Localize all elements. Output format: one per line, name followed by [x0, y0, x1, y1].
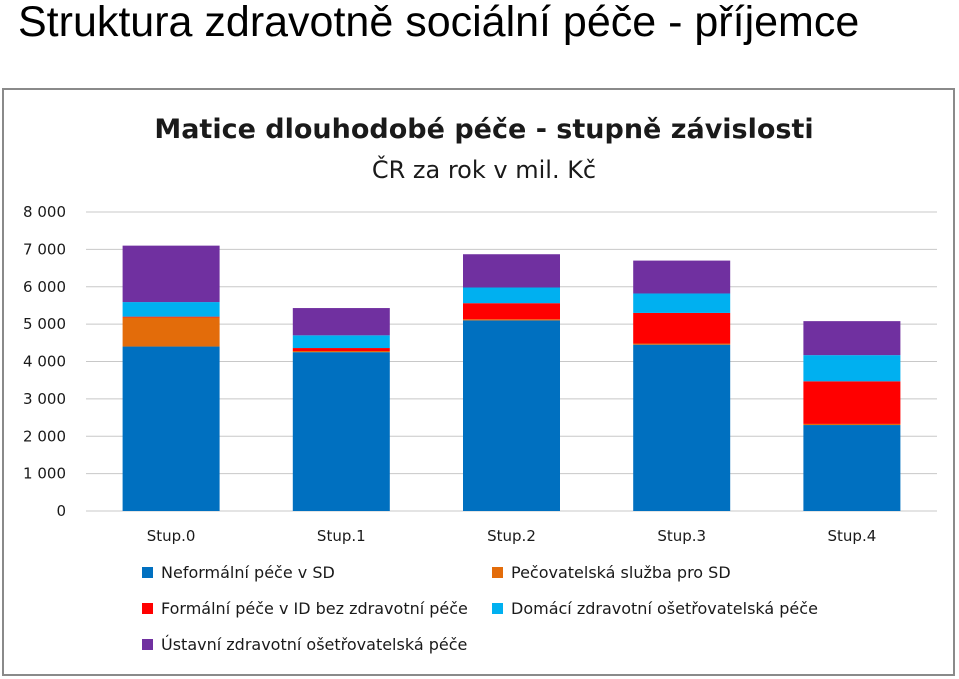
- legend-swatch: [492, 567, 503, 578]
- legend-label: Domácí zdravotní ošetřovatelská péče: [511, 599, 818, 618]
- bar-segment-stup3-series-3: [633, 312, 731, 344]
- legend-swatch: [492, 603, 503, 614]
- y-tick-label: 8 000: [23, 203, 66, 221]
- bar-segment-stup3-series-5: [633, 260, 731, 294]
- bar-segment-stup1-series-5: [292, 308, 390, 336]
- legend-label: Pečovatelská služba pro SD: [511, 563, 731, 582]
- bar-segment-stup0-series-5: [122, 245, 220, 303]
- bars: [122, 245, 901, 511]
- legend-swatch: [142, 603, 153, 614]
- bar-segment-stup0-series-3: [122, 316, 220, 318]
- bar-segment-stup3-series-2: [633, 343, 731, 345]
- legend-swatch: [142, 567, 153, 578]
- bar-segment-stup3-series-4: [633, 293, 731, 313]
- y-tick-label: 3 000: [23, 390, 66, 408]
- chart-subtitle: ČR za rok v mil. Kč: [372, 154, 596, 184]
- stacked-bar-chart: Matice dlouhodobé péče - stupně závislos…: [23, 114, 937, 654]
- chart-frame: Matice dlouhodobé péče - stupně závislos…: [2, 88, 955, 676]
- legend: Neformální péče v SD Pečovatelská služba …: [142, 563, 818, 654]
- bar-segment-stup4-series-2: [803, 423, 901, 426]
- slide-title: Struktura zdravotně sociální péče - příj…: [18, 0, 860, 46]
- bar-segment-stup1-series-2: [292, 351, 390, 353]
- y-tick-label: 2 000: [23, 427, 66, 445]
- bar-segment-stup2-series-2: [463, 319, 560, 321]
- legend-label: Ústavní zdravotní ošetřovatelská péče: [161, 635, 467, 654]
- bar-segment-stup4-series-4: [803, 355, 901, 382]
- bar-segment-stup0-series-4: [122, 302, 220, 317]
- bar-segment-stup4-series-3: [803, 381, 901, 424]
- bar-segment-stup4-series-1: [803, 425, 901, 511]
- bar-segment-stup0-series-2: [122, 317, 220, 347]
- x-tick-label: Stup.0: [147, 527, 196, 545]
- bar-segment-stup2-series-1: [463, 320, 560, 511]
- x-tick-label: Stup.1: [317, 527, 366, 545]
- y-tick-label: 4 000: [23, 353, 66, 371]
- y-tick-label: 7 000: [23, 240, 66, 258]
- x-tick-label: Stup.4: [828, 527, 877, 545]
- legend-label: Formální péče v ID bez zdravotní péče: [161, 599, 468, 618]
- legend-swatch: [142, 639, 153, 650]
- bar-segment-stup1-series-3: [292, 348, 390, 352]
- bar-segment-stup3-series-1: [633, 344, 731, 511]
- bar-segment-stup2-series-4: [463, 287, 560, 304]
- legend-label: Neformální péče v SD: [161, 563, 335, 582]
- y-tick-label: 1 000: [23, 465, 66, 483]
- bar-segment-stup2-series-5: [463, 254, 560, 288]
- bar-segment-stup4-series-5: [803, 321, 901, 356]
- x-tick-label: Stup.2: [487, 527, 536, 545]
- y-axis-ticks: 0 1 000 2 000 3 000 4 000 5 000 6 000 7 000 8 00…: [23, 203, 66, 520]
- chart-title: Matice dlouhodobé péče - stupně závislos…: [154, 114, 813, 145]
- y-tick-label: 5 000: [23, 315, 66, 333]
- y-tick-label: 0: [56, 502, 66, 520]
- x-axis-ticks: Stup.0 Stup.1 Stup.2 Stup.3 Stup.4: [147, 527, 877, 545]
- x-tick-label: Stup.3: [657, 527, 706, 545]
- bar-segment-stup1-series-1: [292, 352, 390, 511]
- y-tick-label: 6 000: [23, 278, 66, 296]
- bar-segment-stup0-series-1: [122, 346, 220, 511]
- bar-segment-stup2-series-3: [463, 303, 560, 320]
- bar-segment-stup1-series-4: [292, 335, 390, 349]
